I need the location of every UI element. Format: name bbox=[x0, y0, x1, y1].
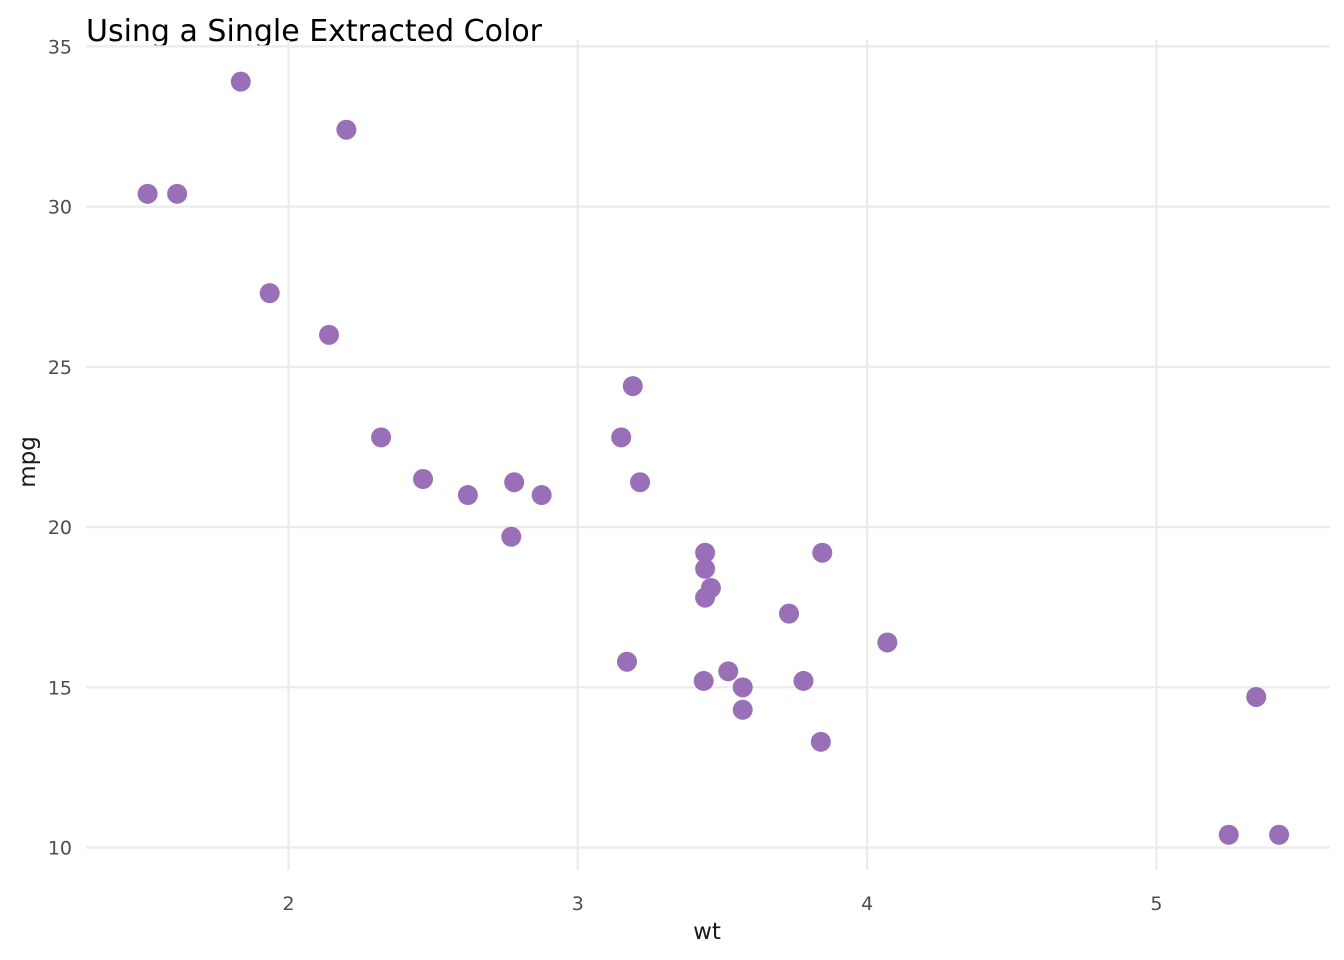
data-point bbox=[167, 183, 188, 204]
data-point bbox=[259, 283, 280, 304]
data-point bbox=[1269, 824, 1290, 845]
data-point bbox=[622, 376, 643, 397]
y-tick-label: 25 bbox=[48, 357, 72, 379]
data-point bbox=[531, 485, 552, 506]
data-point bbox=[1246, 686, 1267, 707]
data-point bbox=[718, 661, 739, 682]
data-point bbox=[336, 119, 357, 140]
data-point bbox=[137, 183, 158, 204]
data-point bbox=[779, 603, 800, 624]
y-axis-title: mpg bbox=[15, 436, 41, 488]
data-point bbox=[501, 526, 522, 547]
data-point bbox=[611, 427, 632, 448]
data-point bbox=[732, 677, 753, 698]
data-point bbox=[695, 587, 716, 608]
x-tick-label: 4 bbox=[861, 893, 873, 915]
grid-lines bbox=[86, 40, 1330, 870]
data-point bbox=[319, 324, 340, 345]
data-point bbox=[413, 469, 434, 490]
data-point bbox=[504, 472, 525, 493]
y-axis-tick-labels: 10 15 20 25 30 35 bbox=[48, 36, 72, 859]
data-point bbox=[810, 731, 831, 752]
y-tick-label: 15 bbox=[48, 677, 72, 699]
chart-title: Using a Single Extracted Color bbox=[86, 14, 543, 49]
y-tick-label: 35 bbox=[48, 36, 72, 58]
x-tick-label: 5 bbox=[1150, 893, 1162, 915]
data-point bbox=[877, 632, 898, 653]
data-points bbox=[137, 71, 1290, 845]
data-point bbox=[695, 542, 716, 563]
data-point bbox=[695, 558, 716, 579]
x-axis-title: wt bbox=[693, 919, 721, 945]
y-tick-label: 10 bbox=[48, 838, 72, 860]
data-point bbox=[371, 427, 392, 448]
data-point bbox=[230, 71, 251, 92]
y-tick-label: 20 bbox=[48, 517, 72, 539]
data-point bbox=[457, 485, 478, 506]
data-point bbox=[616, 651, 637, 672]
x-tick-label: 2 bbox=[282, 893, 294, 915]
y-tick-label: 30 bbox=[48, 197, 72, 219]
data-point bbox=[693, 670, 714, 691]
data-point bbox=[732, 699, 753, 720]
x-axis-tick-labels: 2 3 4 5 bbox=[282, 893, 1162, 915]
data-point bbox=[630, 472, 651, 493]
data-point bbox=[1218, 824, 1239, 845]
data-point bbox=[812, 542, 833, 563]
data-point bbox=[793, 670, 814, 691]
x-tick-label: 3 bbox=[572, 893, 584, 915]
